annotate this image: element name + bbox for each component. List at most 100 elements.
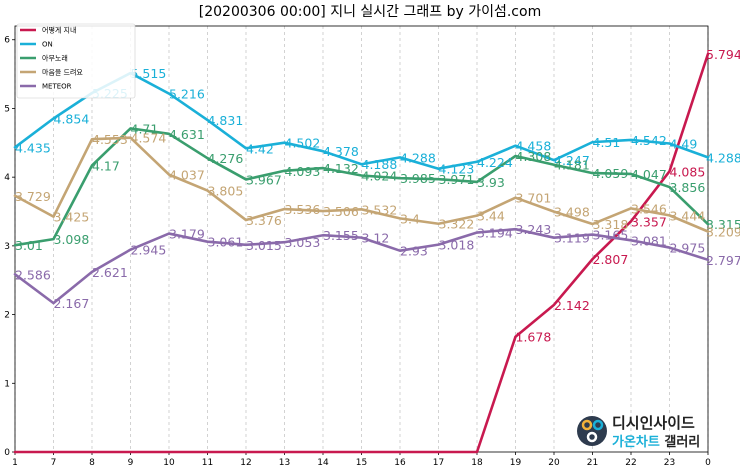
data-label: 3.498: [554, 205, 590, 220]
data-label: 3.971: [439, 172, 475, 187]
data-label: 5.794: [706, 47, 740, 62]
data-label: 3.536: [285, 202, 321, 217]
data-label: 4.047: [631, 167, 667, 182]
legend-label: METEOR: [42, 83, 72, 91]
x-tick-label: 23: [664, 458, 675, 468]
data-label: 3.179: [169, 227, 205, 242]
data-label: 3.506: [323, 204, 359, 219]
y-tick-label: 2: [4, 311, 10, 321]
x-tick-label: 20: [548, 458, 560, 468]
data-label: 4.435: [15, 140, 51, 155]
data-label: 3.165: [593, 228, 629, 243]
data-label: 2.807: [593, 252, 629, 267]
data-label: 4.502: [285, 136, 321, 151]
x-tick-label: 15: [356, 458, 367, 468]
watermark-line2-a: 가온차트: [612, 434, 660, 450]
data-label: 2.93: [400, 244, 428, 259]
data-label: 3.701: [516, 191, 552, 206]
data-label: 4.458: [516, 139, 552, 154]
series-line-3: [13, 136, 710, 233]
data-label: 3.93: [477, 175, 505, 190]
data-label: 3.532: [362, 202, 398, 217]
data-label: 4.288: [400, 150, 436, 165]
legend-box: [16, 23, 136, 99]
data-label: 2.945: [131, 243, 167, 258]
data-label: 4.037: [169, 168, 205, 183]
data-label: 3.061: [208, 235, 244, 250]
watermark-line1: 디시인사이드: [612, 414, 695, 432]
data-label: 3.194: [477, 226, 513, 241]
x-tick-label: 16: [394, 458, 406, 468]
data-label: 4.123: [439, 162, 475, 177]
data-label: 3.546: [631, 201, 667, 216]
x-tick-label: 9: [128, 458, 134, 468]
watermark-logo-dot-3: [586, 431, 598, 443]
data-label: 4.574: [131, 131, 167, 146]
data-label: 4.085: [670, 164, 706, 179]
series-line-0: [13, 52, 710, 454]
x-tick-label: 1: [12, 458, 18, 468]
data-label: 3.315: [706, 217, 740, 232]
data-labels: 1.678 2.142 2.807 3.357 4.085 5.794 4.4354.854…: [15, 47, 740, 345]
data-label: 3.425: [54, 210, 90, 225]
y-tick-label: 4: [4, 173, 10, 183]
data-label: 3.081: [631, 233, 667, 248]
y-tick-label: 6: [4, 36, 10, 46]
x-tick-label: 12: [240, 458, 251, 468]
x-tick-label: 17: [433, 458, 444, 468]
data-label: 4.308: [516, 149, 552, 164]
y-tick-label: 3: [4, 242, 10, 252]
data-label: 3.322: [439, 217, 475, 232]
watermark-logo-dot-2: [592, 419, 604, 431]
data-label: 4.224: [477, 155, 513, 170]
watermark: 디시인사이드 가온차트 갤러리: [577, 414, 700, 450]
data-label: 4.17: [92, 158, 120, 173]
x-tick-label: 0: [705, 458, 711, 468]
data-label: 1.678: [516, 330, 552, 345]
data-label: 3.967: [246, 172, 282, 187]
data-label: 3.4: [400, 211, 420, 226]
data-label: 4.42: [246, 141, 274, 156]
x-tick-label: 13: [279, 458, 290, 468]
data-label: 4.378: [323, 144, 359, 159]
data-label: 3.318: [593, 217, 629, 232]
data-label: 3.805: [208, 184, 244, 199]
x-tick-label: 10: [163, 458, 175, 468]
data-label: 3.053: [285, 235, 321, 250]
data-label: 3.856: [670, 180, 706, 195]
data-label: 4.247: [554, 153, 590, 168]
data-label: 4.553: [92, 132, 128, 147]
data-label: 3.44: [477, 209, 505, 224]
series-lines: [13, 52, 710, 454]
data-label: 2.621: [92, 265, 128, 280]
data-label: 4.49: [670, 136, 698, 151]
x-tick-label: 22: [625, 458, 636, 468]
x-tick-label: 11: [202, 458, 213, 468]
y-tick-label: 0: [4, 448, 10, 458]
data-label: 4.288: [706, 150, 740, 165]
data-label: 4.132: [323, 161, 359, 176]
data-label: 4.188: [362, 157, 398, 172]
data-label: 4.093: [285, 164, 321, 179]
data-label: 2.975: [670, 241, 706, 256]
x-tick-label: 21: [587, 458, 598, 468]
data-label: 4.51: [593, 135, 621, 150]
x-tick-label: 8: [89, 458, 95, 468]
data-label: 2.797: [706, 253, 740, 268]
data-label: 3.357: [631, 214, 667, 229]
data-label: 3.12: [362, 231, 390, 246]
data-label: 3.01: [15, 238, 43, 253]
y-tick-label: 5: [4, 104, 10, 114]
legend-label: 아무노래: [42, 54, 68, 63]
data-label: 4.71: [131, 121, 159, 136]
data-label: 5.216: [169, 87, 205, 102]
data-label: 3.985: [400, 171, 436, 186]
data-label: 3.018: [439, 238, 475, 253]
data-label: 3.119: [554, 231, 590, 246]
legend-label: 마음을 드려요: [42, 68, 83, 77]
data-label: 3.376: [246, 213, 282, 228]
watermark-logo-dot-1: [581, 419, 593, 431]
data-label: 4.059: [593, 166, 629, 181]
data-label: 4.181: [554, 158, 590, 173]
